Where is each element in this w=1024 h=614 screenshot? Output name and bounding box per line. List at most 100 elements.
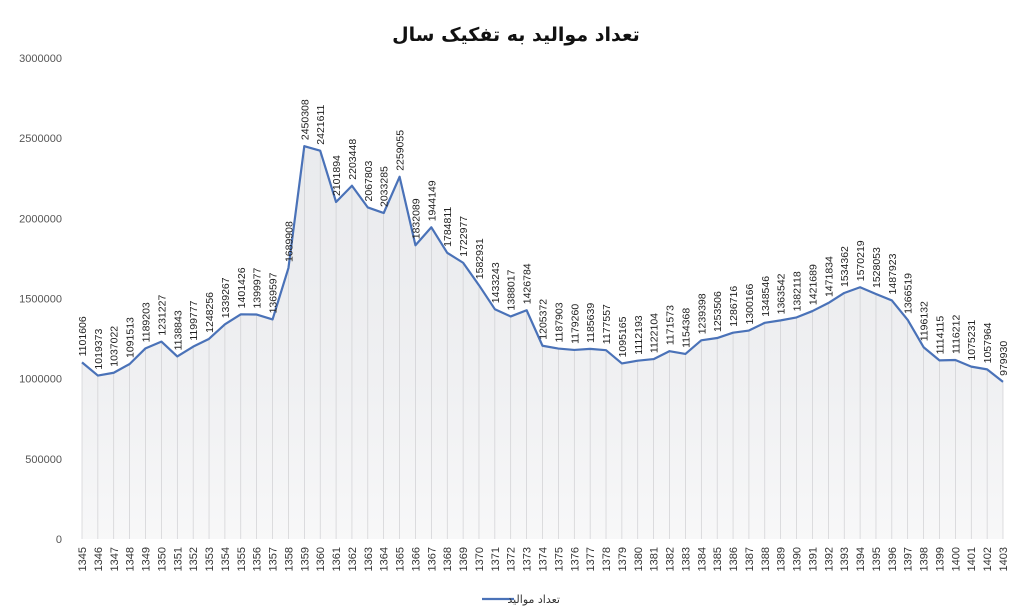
data-label: 1832089 (410, 198, 422, 239)
data-label: 2450308 (299, 99, 311, 140)
data-label: 1239398 (696, 293, 708, 334)
data-label: 1528053 (871, 247, 883, 288)
x-tick-label: 1399 (934, 547, 946, 571)
x-tick-label: 1386 (728, 547, 740, 571)
x-tick-label: 1371 (490, 547, 502, 571)
data-label: 1057964 (982, 322, 994, 363)
y-tick-label: 3000000 (19, 53, 62, 65)
x-tick-label: 1352 (188, 547, 200, 571)
chart-title: تعداد موالید به تفکیک سال (392, 24, 640, 46)
data-label: 1369597 (268, 272, 280, 313)
x-tick-label: 1368 (442, 547, 454, 571)
y-tick-label: 500000 (25, 454, 62, 466)
x-tick-label: 1380 (633, 547, 645, 571)
x-tick-label: 1378 (601, 547, 613, 571)
x-tick-label: 1363 (363, 547, 375, 571)
data-label: 1944149 (426, 180, 438, 221)
data-label: 1570219 (855, 240, 867, 281)
x-tick-label: 1364 (379, 547, 391, 571)
x-tick-label: 1347 (109, 547, 121, 571)
x-tick-label: 1353 (204, 547, 216, 571)
x-tick-label: 1382 (665, 547, 677, 571)
x-tick-label: 1395 (871, 547, 883, 571)
x-tick-label: 1401 (966, 547, 978, 571)
data-label: 1177557 (601, 304, 613, 344)
x-tick-label: 1374 (538, 547, 550, 571)
data-label: 1248256 (204, 292, 216, 333)
x-tick-label: 1366 (410, 547, 422, 571)
x-tick-label: 1397 (903, 547, 915, 571)
series-line (81, 145, 1004, 383)
data-label: 1199777 (188, 300, 200, 340)
x-tick-label: 1355 (236, 547, 248, 571)
data-label: 1388017 (506, 269, 518, 310)
data-label: 1019373 (93, 329, 105, 370)
x-tick-label: 1391 (807, 547, 819, 571)
x-tick-label: 1354 (220, 547, 232, 571)
data-label: 1205372 (538, 299, 550, 340)
x-tick-label: 1394 (855, 547, 867, 571)
x-tick-label: 1392 (823, 547, 835, 571)
x-tick-label: 1348 (125, 547, 137, 571)
x-tick-label: 1367 (426, 547, 438, 571)
data-label: 1348546 (760, 276, 772, 317)
data-label: 2033285 (379, 166, 391, 207)
x-tick-label: 1390 (792, 547, 804, 571)
y-tick-label: 2000000 (19, 213, 62, 225)
data-label: 1116212 (950, 315, 962, 354)
x-tick-label: 1356 (252, 547, 264, 571)
area-fill (82, 146, 1003, 539)
legend-label: تعداد موالید (507, 593, 560, 606)
legend: تعداد موالید (482, 593, 560, 606)
x-axis: 1345 1346 1347 1348 1349 1350 1351 1352 1353 1354… (77, 547, 1010, 571)
x-tick-label: 1372 (506, 547, 518, 571)
data-label: 1171573 (665, 305, 677, 345)
x-tick-label: 1351 (172, 547, 184, 571)
data-label: 1091513 (125, 317, 137, 358)
data-label: 2259055 (395, 130, 407, 171)
y-tick-label: 2500000 (19, 133, 62, 145)
x-tick-label: 1377 (585, 547, 597, 571)
data-label: 1179260 (569, 304, 581, 344)
x-tick-label: 1393 (839, 547, 851, 571)
data-label: 1075231 (966, 320, 978, 361)
x-tick-label: 1379 (617, 547, 629, 571)
x-tick-label: 1346 (93, 547, 105, 571)
data-label: 1231227 (156, 295, 168, 336)
data-label: 1196132 (919, 301, 931, 341)
x-tick-label: 1358 (283, 547, 295, 571)
x-tick-label: 1403 (998, 547, 1010, 571)
x-tick-label: 1375 (553, 547, 565, 571)
x-tick-label: 1357 (268, 547, 280, 571)
data-label: 1784811 (442, 207, 454, 247)
data-label: 1471834 (823, 256, 835, 297)
data-label: 1426784 (522, 263, 534, 304)
x-tick-label: 1359 (299, 547, 311, 571)
data-label: 1399977 (252, 267, 264, 308)
x-tick-label: 1389 (776, 547, 788, 571)
data-label: 2421611 (315, 104, 327, 144)
x-tick-label: 1369 (458, 547, 470, 571)
x-tick-label: 1365 (395, 547, 407, 571)
data-label: 1095165 (617, 316, 629, 357)
data-label: 1534362 (839, 246, 851, 287)
data-label: 1433243 (490, 262, 502, 303)
data-label: 2203448 (347, 139, 359, 180)
data-label: 1382118 (792, 271, 804, 311)
x-tick-label: 1387 (744, 547, 756, 571)
x-tick-label: 1370 (474, 547, 486, 571)
data-label: 979930 (998, 341, 1010, 376)
data-label: 1689908 (283, 221, 295, 262)
x-tick-label: 1384 (696, 547, 708, 571)
x-tick-label: 1398 (919, 547, 931, 571)
data-label: 1122104 (649, 313, 661, 353)
x-tick-label: 1376 (569, 547, 581, 571)
data-label: 1114115 (934, 316, 946, 355)
data-label: 1112193 (633, 315, 645, 354)
drop-lines-layer (81, 146, 1004, 539)
x-tick-label: 1388 (760, 547, 772, 571)
data-label: 1253506 (712, 291, 724, 332)
data-label: 1363542 (776, 273, 788, 314)
x-tick-label: 1349 (141, 547, 153, 571)
x-tick-label: 1362 (347, 547, 359, 571)
